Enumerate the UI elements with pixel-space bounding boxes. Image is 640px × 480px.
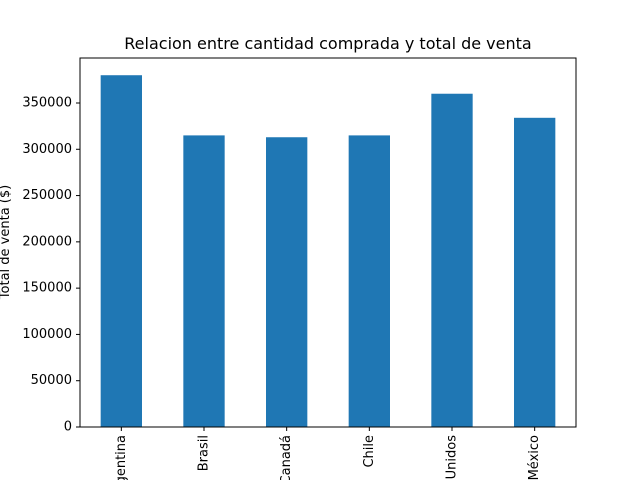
x-tick-label: Argentina (114, 435, 129, 480)
plot-frame (79, 57, 577, 428)
chart-title: Relacion entre cantidad comprada y total… (124, 34, 531, 53)
x-tick-label: Canadá (279, 435, 294, 480)
bar (183, 135, 225, 427)
y-axis-label: Total de venta ($) (0, 185, 13, 300)
bar (348, 135, 390, 427)
y-tick-label: 0 (64, 420, 72, 435)
y-tick-label: 200000 (22, 234, 72, 249)
y-tick-label: 150000 (22, 281, 72, 296)
y-tick-label: 100000 (22, 327, 72, 342)
bar (266, 137, 308, 427)
x-tick-label: Brasil (197, 435, 212, 471)
bar (431, 93, 473, 427)
x-tick-label: Chile (362, 435, 377, 468)
bar (514, 117, 556, 428)
bar (100, 75, 142, 428)
y-tick-label: 250000 (22, 188, 72, 203)
y-tick-label: 350000 (22, 95, 72, 110)
x-tick-label: Estados Unidos (445, 435, 460, 480)
y-tick-label: 50000 (31, 373, 72, 388)
x-tick-label: México (527, 435, 542, 480)
y-tick-label: 300000 (22, 142, 72, 157)
